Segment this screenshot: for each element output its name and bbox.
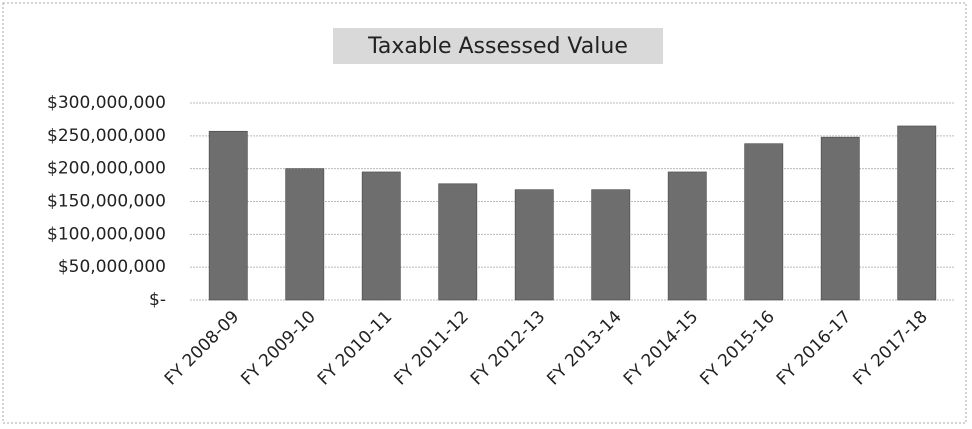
chart-title: Taxable Assessed Value — [367, 34, 628, 59]
y-tick-label: $200,000,000 — [47, 159, 166, 179]
bar — [820, 136, 860, 301]
bar — [208, 130, 248, 301]
y-tick-label: $150,000,000 — [47, 192, 166, 212]
chart-border — [2, 2, 967, 424]
bar — [361, 171, 401, 301]
bar — [438, 183, 478, 301]
bar — [897, 125, 937, 301]
y-tick-label: $250,000,000 — [47, 126, 166, 146]
bar — [285, 168, 325, 301]
y-tick-label: $50,000,000 — [58, 257, 166, 277]
bar — [514, 189, 554, 301]
title-background — [333, 28, 663, 64]
bar — [667, 171, 707, 301]
bar — [744, 143, 784, 301]
y-tick-label: $- — [149, 290, 166, 310]
bar — [591, 189, 631, 301]
y-tick-label: $100,000,000 — [47, 224, 166, 244]
y-tick-label: $300,000,000 — [47, 93, 166, 113]
